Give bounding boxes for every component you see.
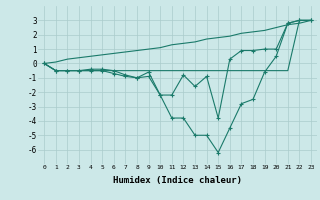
X-axis label: Humidex (Indice chaleur): Humidex (Indice chaleur) — [113, 176, 242, 185]
